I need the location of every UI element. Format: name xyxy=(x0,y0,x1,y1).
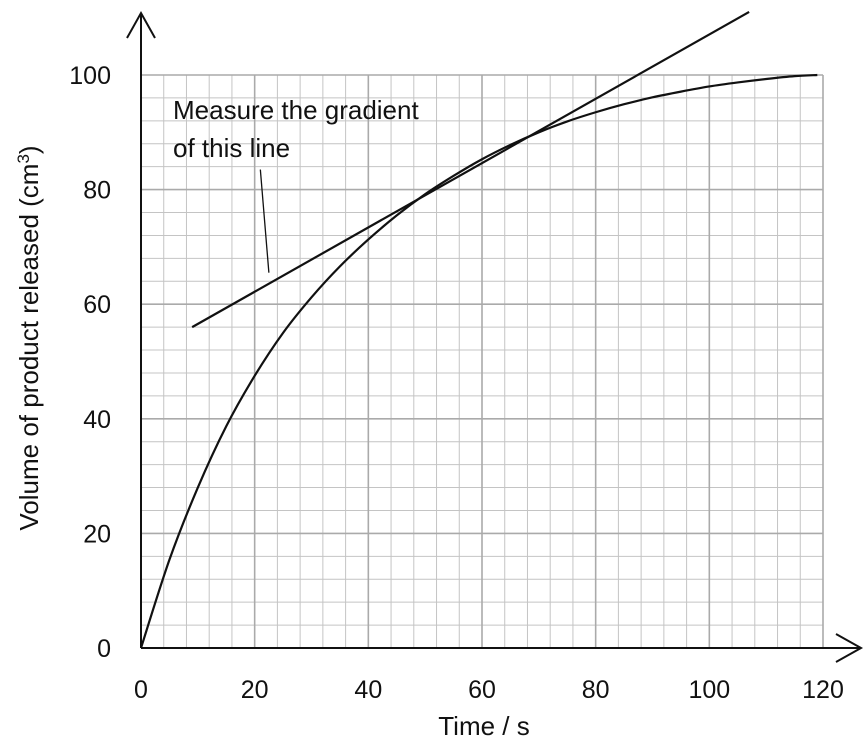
y-tick-label: 20 xyxy=(83,520,111,548)
annotation-line-2: of this line xyxy=(173,133,290,163)
x-tick-label: 60 xyxy=(468,676,496,704)
y-tick-label: 60 xyxy=(83,291,111,319)
tangent-line xyxy=(191,11,750,329)
x-tick-label: 40 xyxy=(354,676,382,704)
y-axis-title-main: Volume of product released (cm xyxy=(14,164,44,531)
x-tick-label: 120 xyxy=(802,676,844,704)
x-tick-label: 0 xyxy=(134,676,148,704)
axes xyxy=(126,10,864,663)
x-tick-labels: 0 20 40 60 80 100 120 xyxy=(134,676,844,704)
y-axis-title: Volume of product released (cm3) xyxy=(14,145,45,530)
y-tick-label: 100 xyxy=(69,62,111,90)
x-axis-title: Time / s xyxy=(438,711,529,741)
y-axis-arrowhead xyxy=(126,10,156,39)
x-tick-label: 20 xyxy=(241,676,269,704)
x-axis-arrowhead xyxy=(835,633,864,663)
y-axis-title-superscript: 3 xyxy=(14,154,33,163)
annotation-pointer xyxy=(259,169,270,273)
y-tick-label: 40 xyxy=(83,406,111,434)
x-tick-label: 80 xyxy=(582,676,610,704)
y-tick-labels: 0 20 40 60 80 100 xyxy=(69,62,111,663)
y-axis-title-close: ) xyxy=(14,145,44,154)
y-tick-label: 0 xyxy=(97,635,111,663)
annotation-line-1: Measure the gradient xyxy=(173,95,419,125)
y-tick-label: 80 xyxy=(83,177,111,205)
data-series-curve xyxy=(139,73,818,649)
x-tick-label: 100 xyxy=(688,676,730,704)
